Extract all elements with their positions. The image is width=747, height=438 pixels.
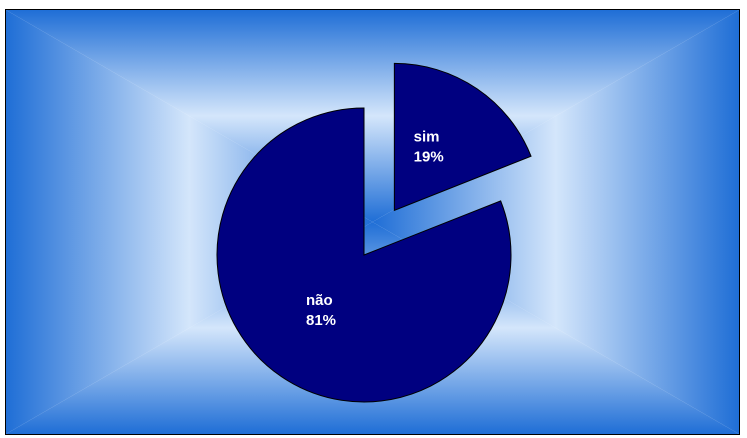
- slice-label: sim 19%: [414, 129, 444, 166]
- pie-chart: sim 19% não 81%: [6, 10, 739, 434]
- background-left: [6, 10, 373, 434]
- pie-slice-nao: [216, 107, 512, 403]
- slice-category-label: não: [306, 292, 333, 309]
- pie-slices: [216, 62, 532, 403]
- slice-label: não 81%: [306, 292, 336, 329]
- pie-labels: sim 19% não 81%: [306, 129, 444, 329]
- slice-percent-label: 81%: [306, 312, 336, 329]
- chart-frame: sim 19% não 81%: [5, 9, 740, 435]
- background-right: [372, 10, 739, 434]
- slice-percent-label: 19%: [414, 149, 444, 166]
- pie-slice-sim: [393, 62, 532, 212]
- slice-category-label: sim: [414, 129, 440, 146]
- background-top: [6, 10, 739, 222]
